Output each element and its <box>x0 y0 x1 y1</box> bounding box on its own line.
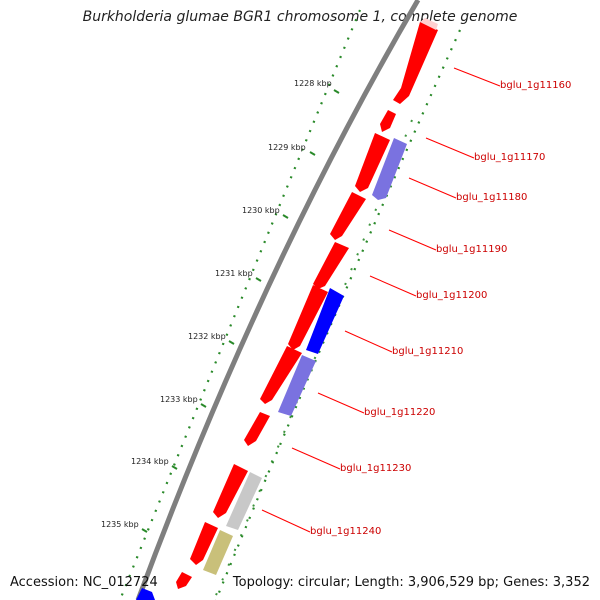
scale-tick <box>141 528 148 533</box>
scale-label: 1229 kbp <box>268 143 306 152</box>
scale-tick <box>255 277 262 282</box>
genome-backbone <box>135 0 421 600</box>
reverse-cds-light[interactable] <box>278 355 316 416</box>
label-leader <box>369 275 417 297</box>
forward-cds[interactable] <box>260 346 302 404</box>
scale-tick <box>228 340 235 345</box>
olive-feature[interactable] <box>203 530 233 575</box>
gene-label[interactable]: bglu_1g11190 <box>436 244 507 255</box>
scale-label: 1233 kbp <box>160 395 198 404</box>
label-leader <box>425 137 475 159</box>
scale-label: 1232 kbp <box>188 332 226 341</box>
forward-cds[interactable] <box>213 464 248 518</box>
scale-label: 1231 kbp <box>215 269 253 278</box>
label-leader <box>291 447 341 470</box>
reverse-cds-light[interactable] <box>372 138 407 200</box>
scale-tick <box>309 151 316 156</box>
forward-cds[interactable] <box>288 285 328 350</box>
gene-label[interactable]: bglu_1g11180 <box>456 192 527 203</box>
scale-label: 1228 kbp <box>294 79 332 88</box>
reverse-cds[interactable] <box>136 588 155 600</box>
gene-label[interactable]: bglu_1g11220 <box>364 407 435 418</box>
forward-cds-light[interactable] <box>420 18 438 30</box>
forward-cds[interactable] <box>176 572 192 589</box>
gene-label[interactable]: bglu_1g11210 <box>392 346 463 357</box>
scale-tick <box>282 214 289 219</box>
forward-cds[interactable] <box>330 192 366 240</box>
label-leader <box>388 229 437 251</box>
scale-tick <box>171 465 178 470</box>
reverse-cds[interactable] <box>306 288 344 354</box>
scale-label: 1230 kbp <box>242 206 280 215</box>
gene-label[interactable]: bglu_1g11160 <box>500 80 571 91</box>
gene-label[interactable]: bglu_1g11230 <box>340 463 411 474</box>
label-leader <box>317 392 365 414</box>
label-leader <box>261 509 311 533</box>
forward-cds[interactable] <box>190 522 218 565</box>
scale-label: 1235 kbp <box>101 520 139 529</box>
label-leader <box>344 330 393 353</box>
scale-tick <box>200 403 207 408</box>
scale-label: 1234 kbp <box>131 457 169 466</box>
forward-cds[interactable] <box>380 110 396 132</box>
accession-text: Accession: NC_012724 <box>10 575 158 590</box>
genome-summary-text: Topology: circular; Length: 3,906,529 bp… <box>232 575 590 590</box>
other-feature[interactable] <box>226 472 262 530</box>
inner-dotted-ring-2 <box>213 119 413 600</box>
gene-label[interactable]: bglu_1g11170 <box>474 152 545 163</box>
label-leader <box>453 67 501 87</box>
label-leader <box>408 177 457 199</box>
gene-label[interactable]: bglu_1g11240 <box>310 526 381 537</box>
forward-cds[interactable] <box>244 412 270 446</box>
forward-cds[interactable] <box>355 133 390 192</box>
gene-label[interactable]: bglu_1g11200 <box>416 290 487 301</box>
forward-cds[interactable] <box>393 22 438 104</box>
scale-tick <box>333 89 340 94</box>
forward-cds[interactable] <box>313 242 349 289</box>
